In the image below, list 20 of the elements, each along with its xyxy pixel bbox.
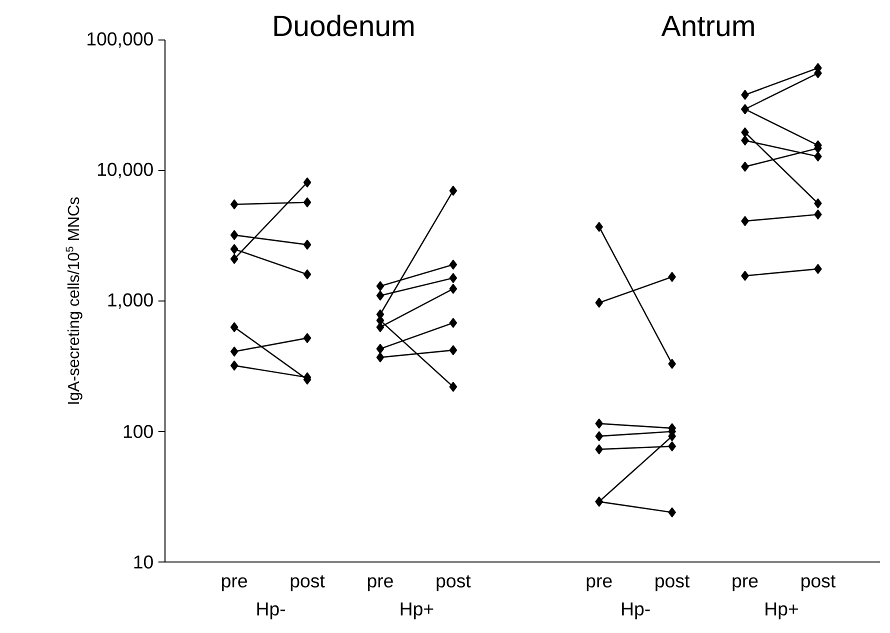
- y-axis-title: IgA-secreting cells/10$^{5}$ MNCs: [66, 197, 82, 404]
- y-tick-label: 100,000: [88, 32, 153, 48]
- y-tick-label: 10,000: [98, 162, 153, 178]
- text: Hp+: [400, 602, 434, 620]
- x-tick-label: pre: [368, 577, 393, 592]
- x-tick-label: pre: [586, 577, 612, 592]
- text: Hp-: [257, 602, 285, 620]
- x-tick-label: pre: [732, 577, 758, 592]
- y-tick-label: 100: [124, 424, 153, 438]
- x-tick-label: post: [436, 575, 471, 592]
- x-tick-label: post: [802, 575, 836, 592]
- x-tick-label: post: [290, 575, 325, 592]
- x-tick-label: pre: [222, 577, 247, 592]
- text: Hp+: [766, 602, 798, 620]
- text: Antrum: [661, 16, 754, 36]
- text: Duodenum: [274, 14, 414, 36]
- text: Hp-: [622, 602, 650, 620]
- x-tick-label: post: [656, 575, 690, 592]
- y-tick-label: 1,000: [108, 293, 153, 309]
- y-tick-label: 10: [134, 555, 153, 569]
